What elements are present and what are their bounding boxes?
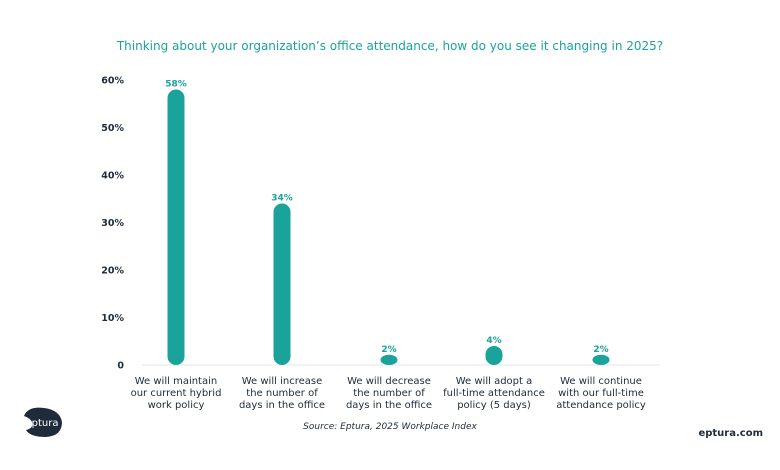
bars: 58% 34% 2% 4% 2% xyxy=(165,80,610,365)
y-tick-label: 0 xyxy=(117,361,124,372)
x-tick-label: the number of xyxy=(353,388,425,399)
x-tick-label: We will increase xyxy=(242,376,322,387)
x-tick-label: attendance policy xyxy=(556,400,646,411)
bar-value-label: 4% xyxy=(486,336,501,346)
y-tick-label: 30% xyxy=(101,218,124,229)
chart-title: Thinking about your organization’s offic… xyxy=(116,39,663,53)
x-tick-label: our current hybrid xyxy=(131,388,222,399)
y-tick-label: 50% xyxy=(101,123,124,134)
bar xyxy=(273,203,291,365)
y-tick-label: 40% xyxy=(101,171,124,182)
eptura-logo: eptura xyxy=(24,407,62,437)
x-tick-label: days in the office xyxy=(239,400,325,411)
x-tick-label: the number of xyxy=(246,388,318,399)
x-tick-label: work policy xyxy=(148,400,205,411)
x-tick-label: We will decrease xyxy=(347,376,431,387)
x-tick-label: We will adopt a xyxy=(456,376,533,387)
y-axis: 0 10% 20% 30% 40% 50% 60% xyxy=(101,76,124,372)
x-tick-label: full-time attendance xyxy=(443,388,545,399)
source-note: Source: Eptura, 2025 Workplace Index xyxy=(303,422,477,432)
brand-url[interactable]: eptura.com xyxy=(698,428,763,439)
bar-value-label: 2% xyxy=(593,345,608,355)
bar xyxy=(485,346,503,365)
y-tick-label: 60% xyxy=(101,76,124,87)
x-tick-label: We will continue xyxy=(560,376,642,387)
x-tick-label: We will maintain xyxy=(135,376,217,387)
x-tick-label: days in the office xyxy=(346,400,432,411)
bar-value-label: 34% xyxy=(271,194,293,204)
logo-text: eptura xyxy=(26,418,59,429)
bar xyxy=(592,354,610,365)
logo-shape xyxy=(24,407,62,437)
bar xyxy=(380,354,398,365)
bar-value-label: 58% xyxy=(165,80,187,90)
bar xyxy=(167,89,185,365)
bar-value-label: 2% xyxy=(381,345,396,355)
y-tick-label: 10% xyxy=(101,313,124,324)
y-tick-label: 20% xyxy=(101,266,124,277)
x-tick-label: with our full-time xyxy=(558,388,644,399)
x-tick-label: policy (5 days) xyxy=(457,400,531,411)
